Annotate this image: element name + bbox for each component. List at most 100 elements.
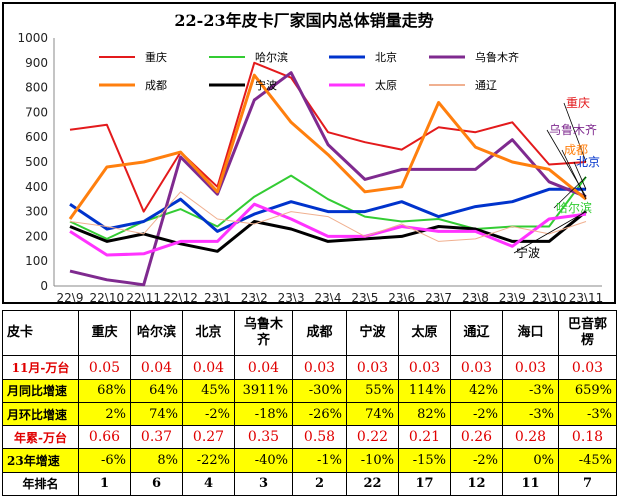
- end-label: 哈尔滨: [556, 200, 592, 215]
- table-cell: -2%: [182, 401, 235, 427]
- table-cell: -3%: [558, 401, 617, 427]
- table-cell: -1%: [292, 448, 347, 473]
- table-cell: 64%: [130, 378, 183, 403]
- table-cell: 45%: [182, 378, 235, 403]
- chart-title: 22-23年皮卡厂家国内总体销量走势: [174, 11, 433, 30]
- table-cell: 0.66: [78, 425, 131, 450]
- table-cell: 0.28: [502, 425, 559, 450]
- table-cell: 1: [78, 471, 131, 497]
- table-cell: -10%: [346, 448, 399, 473]
- table-cell: 0.04: [130, 355, 183, 380]
- table-header-cell: 北京: [182, 309, 235, 357]
- table-row: 月环比增速 2% 74% -2% -18% -26% 74% 82% -2% -3% -3%: [2, 401, 617, 427]
- table-header-cell: 通辽: [450, 309, 503, 357]
- end-label-leader: [513, 211, 587, 254]
- y-tick-label: 900: [25, 56, 48, 70]
- end-label: 乌鲁木齐: [549, 122, 597, 137]
- x-tick-label: 23\2: [241, 291, 268, 305]
- legend-label: 哈尔滨: [255, 50, 288, 64]
- table-cell: 55%: [346, 378, 399, 403]
- table-cell: -15%: [398, 448, 451, 473]
- row-label: 年排名: [2, 471, 79, 497]
- table-cell: 114%: [398, 378, 451, 403]
- table-cell: 2%: [78, 401, 131, 427]
- table-cell: 74%: [130, 401, 183, 427]
- y-tick-label: 1000: [17, 31, 48, 45]
- table-row: 月同比增速 68% 64% 45% 3911% -30% 55% 114% 42% -3% 659%: [2, 378, 617, 403]
- table-row: 年累-万台 0.66 0.37 0.27 0.35 0.58 0.22 0.21 0.26 0.2…: [2, 425, 617, 450]
- table-row: 年排名 1 6 4 3 2 22 17 12 11 7: [2, 471, 617, 497]
- x-tick-label: 22\10: [90, 291, 125, 305]
- end-label: 成都: [564, 143, 588, 157]
- series-line-通辽: [69, 191, 587, 242]
- legend-label: 北京: [375, 50, 397, 64]
- stats-table: 皮卡 重庆 哈尔滨 北京 乌鲁木齐 成都 宁波 太原 通辽 海口 巴音郭楞 11月-万台 0.05 0.0…: [2, 309, 617, 497]
- table-cell: 22: [346, 471, 399, 497]
- table-header-cell: 巴音郭楞: [558, 309, 617, 357]
- end-label-leader: [561, 149, 587, 200]
- table-cell: 659%: [558, 378, 617, 403]
- table-cell: 0.35: [234, 425, 293, 450]
- table-header-cell: 太原: [398, 309, 451, 357]
- table-cell: 74%: [346, 401, 399, 427]
- table-cell: -26%: [292, 401, 347, 427]
- table-cell: 3911%: [234, 378, 293, 403]
- table-cell: 0.03: [502, 355, 559, 380]
- row-label: 月环比增速: [2, 401, 79, 427]
- table-header-cell: 宁波: [346, 309, 399, 357]
- table-cell: 11: [502, 471, 559, 497]
- table-header-cell: 海口: [502, 309, 559, 357]
- end-label-leader: [573, 161, 587, 190]
- row-label: 23年增速: [2, 448, 79, 473]
- table-cell: -6%: [78, 448, 131, 473]
- table-cell: -45%: [558, 448, 617, 473]
- x-tick-label: 23\11: [569, 291, 604, 305]
- row-label: 11月-万台: [2, 355, 79, 380]
- table-cell: 3: [234, 471, 293, 497]
- legend-label: 乌鲁木齐: [475, 50, 519, 64]
- series-line-北京: [69, 187, 586, 233]
- table-cell: 0.26: [450, 425, 503, 450]
- series-line-哈尔滨: [69, 174, 587, 240]
- table-cell: -30%: [292, 378, 347, 403]
- x-tick-label: 22\9: [57, 291, 84, 305]
- legend-label: 成都: [145, 79, 167, 92]
- table-cell: -18%: [234, 401, 293, 427]
- table-cell: 42%: [450, 378, 503, 403]
- table-header-row: 皮卡 重庆 哈尔滨 北京 乌鲁木齐 成都 宁波 太原 通辽 海口 巴音郭楞: [2, 309, 617, 357]
- table-header-cell: 重庆: [78, 309, 131, 357]
- series-line-宁波: [69, 210, 587, 253]
- table-cell: 0.37: [130, 425, 183, 450]
- end-label: 重庆: [566, 96, 590, 110]
- table-cell: -40%: [234, 448, 293, 473]
- legend-label: 宁波: [255, 78, 277, 92]
- table-cell: 0%: [502, 448, 559, 473]
- y-tick-label: 0: [40, 279, 48, 293]
- y-tick-label: 600: [25, 130, 48, 144]
- y-tick-label: 300: [25, 205, 48, 219]
- table-cell: 68%: [78, 378, 131, 403]
- table-cell: -2%: [450, 448, 503, 473]
- series-line-乌鲁木齐: [69, 71, 587, 287]
- series-line-成都: [68, 73, 587, 220]
- end-label-leader: [553, 176, 587, 209]
- x-tick-label: 23\5: [351, 291, 378, 305]
- table-cell: 82%: [398, 401, 451, 427]
- legend-label: 太原: [375, 79, 397, 92]
- table-cell: 0.03: [450, 355, 503, 380]
- legend-label: 通辽: [475, 79, 497, 92]
- table-cell: 0.27: [182, 425, 235, 450]
- line-chart: 22-23年皮卡厂家国内总体销量走势 0 100 200 300 400 500 600 70…: [17, 11, 604, 305]
- series-line-太原: [69, 202, 587, 257]
- end-label: 宁波: [516, 245, 540, 260]
- row-label: 月同比增速: [2, 378, 79, 403]
- x-tick-label: 22\12: [163, 291, 198, 305]
- table-cell: 12: [450, 471, 503, 497]
- table-cell: 0.04: [234, 355, 293, 380]
- table-cell: -3%: [502, 401, 559, 427]
- table-cell: 0.58: [292, 425, 347, 450]
- table-cell: 8%: [130, 448, 183, 473]
- y-tick-label: 700: [25, 105, 48, 119]
- x-tick-label: 23\8: [462, 291, 489, 305]
- x-tick-label: 23\7: [425, 291, 452, 305]
